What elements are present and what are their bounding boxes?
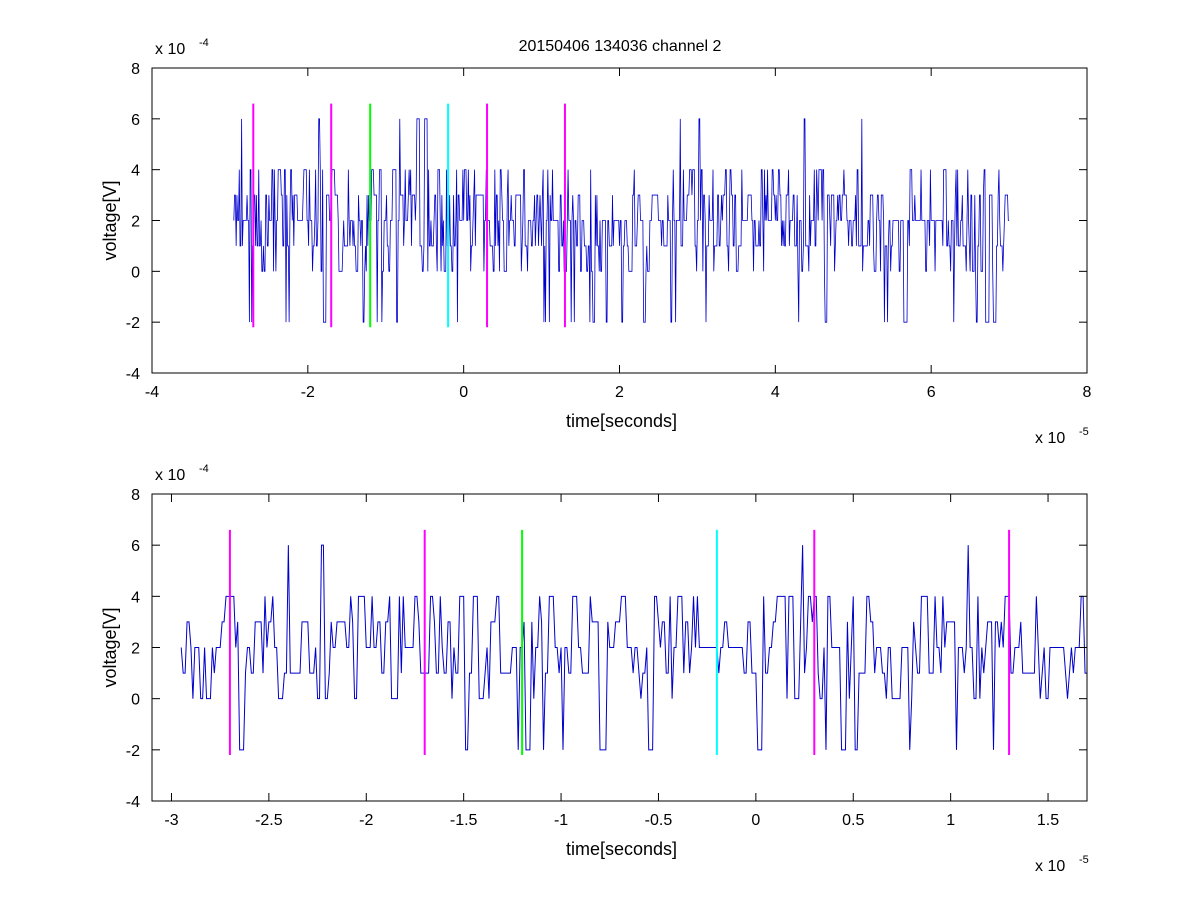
x-tick-label: -3 <box>164 812 178 829</box>
figure-title: 20150406 134036 channel 2 <box>519 38 722 55</box>
x-tick-label: -1.5 <box>450 812 478 829</box>
y-tick-label: 8 <box>131 487 140 504</box>
top-plot: -4 -2 0 2 4 6 8 -4 -2 0 2 4 6 8 time[seconds] voltage[V… <box>100 37 1092 447</box>
x-tick-label: 2 <box>615 384 624 401</box>
x-tick-label: -2 <box>301 384 315 401</box>
x-tick-label: 6 <box>927 384 936 401</box>
y-tick-label: 4 <box>131 589 140 606</box>
y-tick-label: 8 <box>131 61 140 78</box>
y-axis-label: voltage[V] <box>100 180 120 260</box>
x-tick-label: 4 <box>771 384 780 401</box>
x-axis-label: time[seconds] <box>566 839 677 859</box>
x-tick-label: 0 <box>751 812 760 829</box>
y-tick-label: 0 <box>131 692 140 709</box>
y-axis-label: voltage[V] <box>100 607 120 687</box>
x-exponent-label: x 10 <box>1035 858 1065 875</box>
y-exponent-label: x 10 <box>155 41 185 58</box>
signal-line <box>233 118 1010 323</box>
x-tick-label: -2.5 <box>255 812 283 829</box>
x-axis-label: time[seconds] <box>566 411 677 431</box>
x-tick-label: -4 <box>145 384 159 401</box>
y-tick-label: -4 <box>126 366 140 383</box>
signal-line <box>180 544 1087 751</box>
y-tick-label: 2 <box>131 641 140 658</box>
y-tick-label: 4 <box>131 163 140 180</box>
y-tick-label: -2 <box>126 743 140 760</box>
y-tick-label: -4 <box>126 794 140 811</box>
x-exponent-power: -5 <box>1079 426 1089 438</box>
y-tick-label: 0 <box>131 264 140 281</box>
x-tick-label: 0 <box>459 384 468 401</box>
x-exponent-label: x 10 <box>1035 430 1065 447</box>
y-tick-label: 6 <box>131 538 140 555</box>
x-tick-label: -1 <box>554 812 568 829</box>
x-tick-label: 8 <box>1083 384 1092 401</box>
y-exponent-label: x 10 <box>155 467 185 484</box>
x-tick-label: -0.5 <box>645 812 673 829</box>
x-tick-label: 0.5 <box>842 812 864 829</box>
bottom-plot: -3 -2.5 -2 -1.5 -1 -0.5 0 0.5 1 1.5 -4 -2 0 2 4 6 8 time[… <box>100 463 1089 875</box>
y-tick-label: 2 <box>131 214 140 231</box>
x-tick-label: 1 <box>946 812 955 829</box>
y-tick-label: -2 <box>126 315 140 332</box>
x-tick-label: 1.5 <box>1037 812 1059 829</box>
x-exponent-power: -5 <box>1079 854 1089 866</box>
y-tick-label: 6 <box>131 112 140 129</box>
x-tick-label: -2 <box>359 812 373 829</box>
y-exponent-power: -4 <box>199 463 209 475</box>
y-exponent-power: -4 <box>199 37 209 49</box>
